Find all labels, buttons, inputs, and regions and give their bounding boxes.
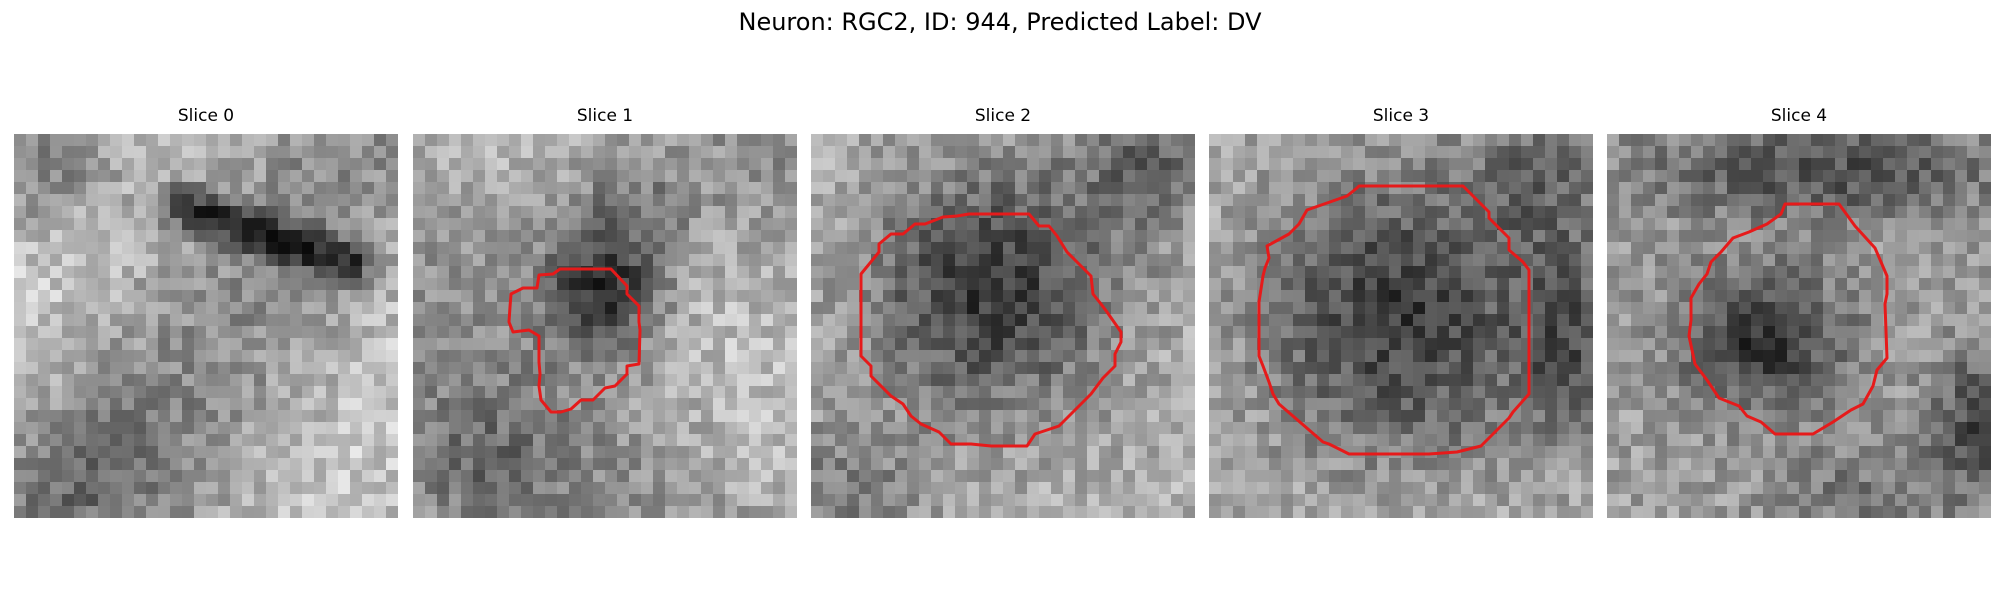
- slice-title-0: Slice 0: [177, 106, 235, 126]
- slice-image-2: [811, 134, 1195, 518]
- segmentation-contour: [859, 212, 1123, 448]
- slice-title-2: Slice 2: [974, 106, 1032, 126]
- slice-image-4: [1607, 134, 1991, 518]
- segmentation-contour: [1257, 184, 1531, 456]
- slice-image-0: [14, 134, 398, 518]
- slice-title-1: Slice 1: [576, 106, 634, 126]
- slice-title-3: Slice 3: [1372, 106, 1430, 126]
- slice-image-3: [1209, 134, 1593, 518]
- figure-title: Neuron: RGC2, ID: 944, Predicted Label: …: [738, 8, 1262, 36]
- segmentation-contour: [507, 267, 642, 414]
- slice-title-4: Slice 4: [1770, 106, 1828, 126]
- segmentation-contour: [1687, 202, 1889, 436]
- slice-image-1: [413, 134, 797, 518]
